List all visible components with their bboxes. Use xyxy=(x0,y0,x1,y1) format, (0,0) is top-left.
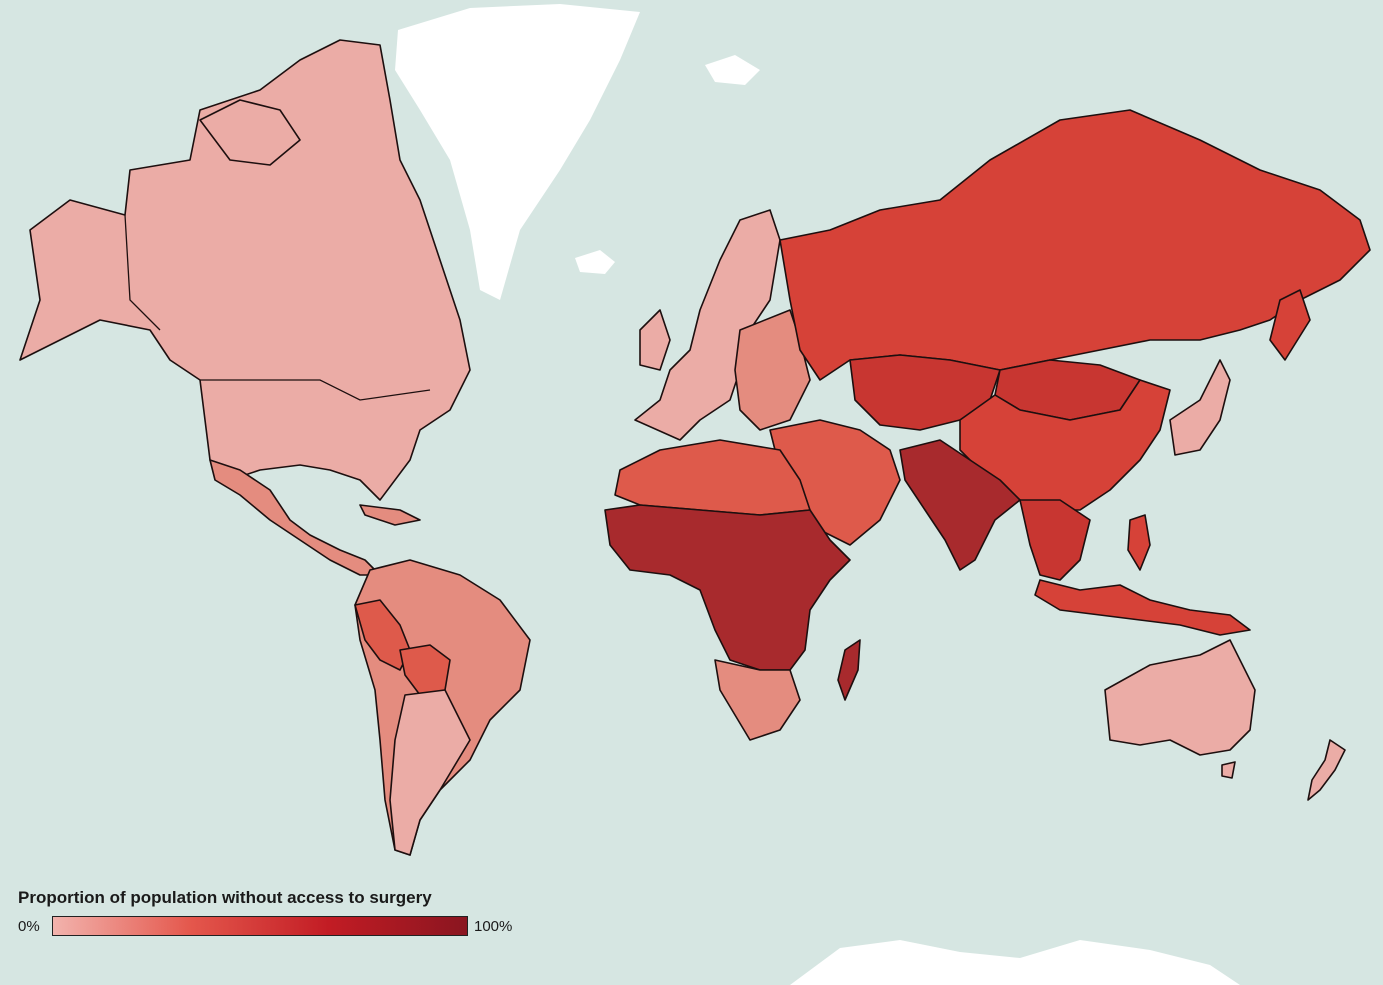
legend-min-label: 0% xyxy=(18,918,40,935)
region-uk xyxy=(639,309,671,371)
region-iceland xyxy=(575,250,615,274)
legend-title: Proportion of population without access … xyxy=(18,888,432,907)
region-new-zealand xyxy=(1307,739,1346,801)
region-south-asia xyxy=(899,439,1021,571)
region-svalbard xyxy=(705,55,760,85)
region-madagascar xyxy=(837,639,861,701)
region-philippines xyxy=(1127,514,1151,571)
region-tasmania xyxy=(1221,761,1236,779)
region-australia xyxy=(1104,639,1256,756)
map-legend: Proportion of population without access … xyxy=(18,888,538,948)
region-greenland xyxy=(395,4,640,300)
region-southeast-asia xyxy=(1019,499,1091,581)
legend-color-scale xyxy=(52,916,468,936)
border-alaska-canada xyxy=(124,214,161,331)
border-us-canada xyxy=(200,379,431,401)
region-southern-cone xyxy=(389,689,471,856)
legend-max-label: 100% xyxy=(474,918,513,935)
region-canada-arctic-islands xyxy=(199,99,301,166)
region-north-america xyxy=(19,39,471,501)
region-caribbean xyxy=(359,504,421,526)
region-antarctica xyxy=(790,940,1240,985)
region-indonesia-png xyxy=(1034,579,1251,636)
region-southern-africa xyxy=(714,659,801,741)
region-japan-korea xyxy=(1169,359,1231,456)
region-kamchatka xyxy=(1269,289,1311,361)
region-western-europe xyxy=(634,209,781,441)
region-sub-saharan-africa xyxy=(604,504,851,671)
